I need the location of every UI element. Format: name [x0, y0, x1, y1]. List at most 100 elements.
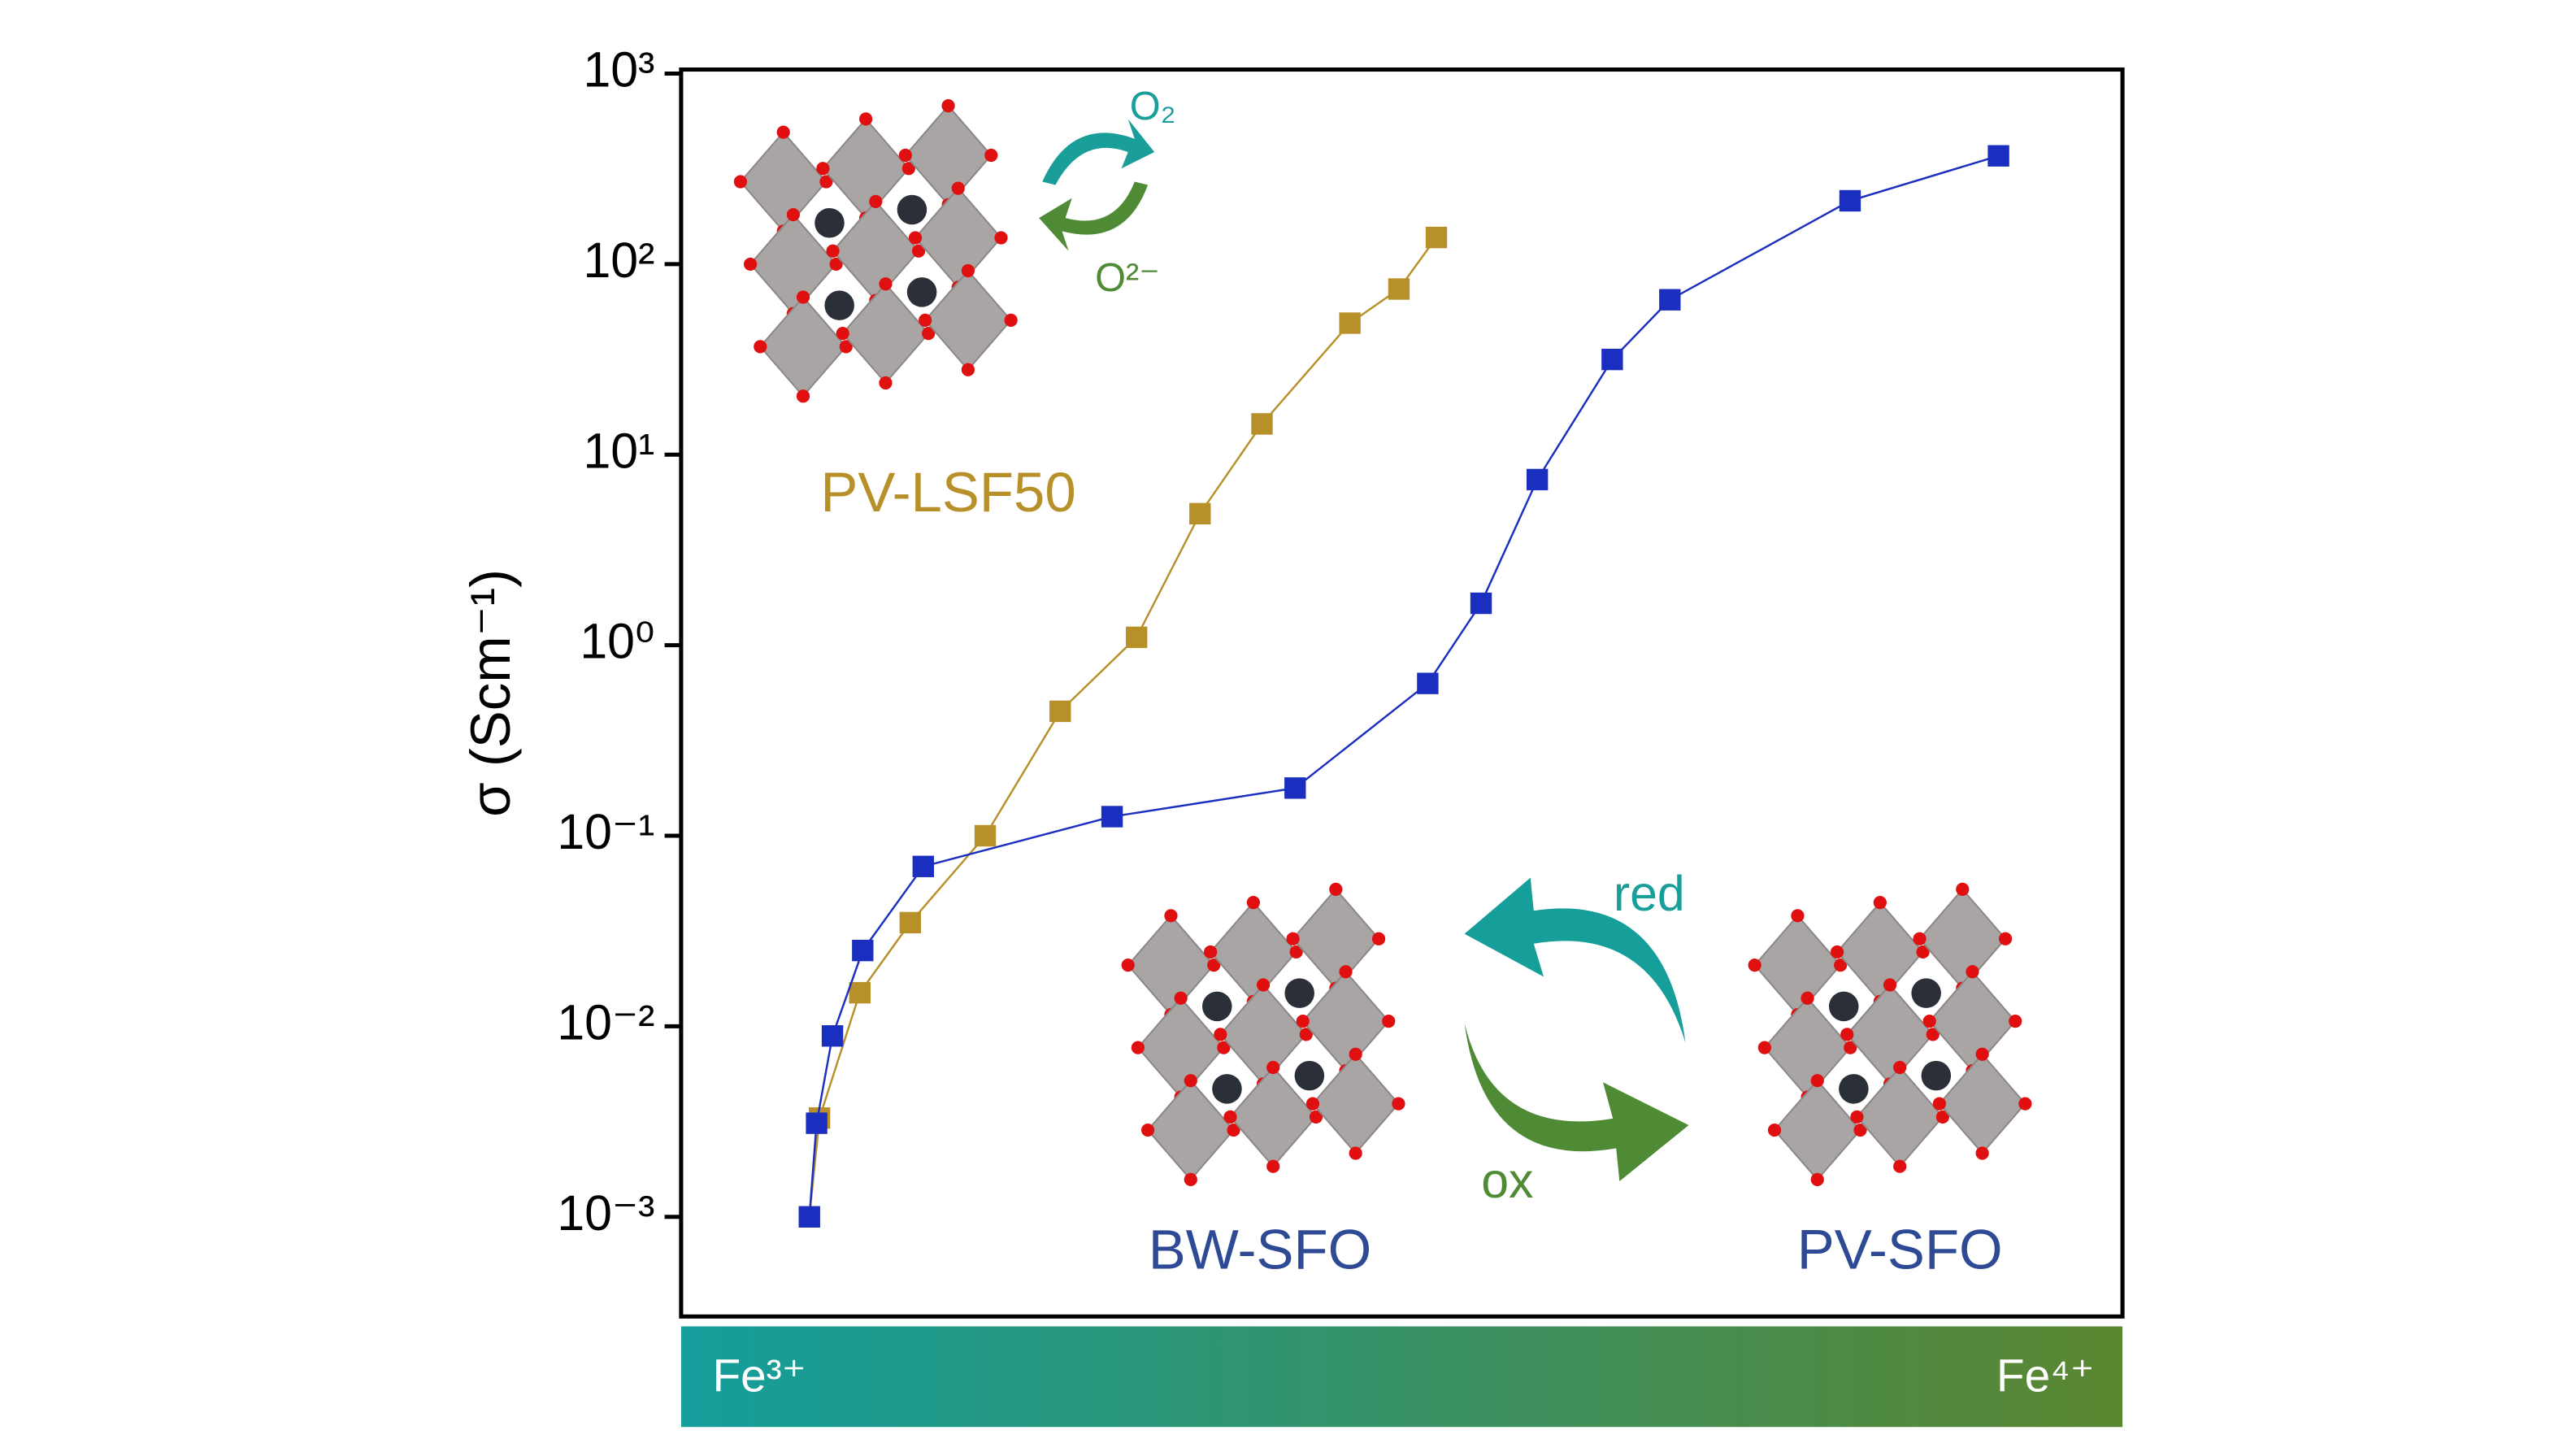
oxygen	[1246, 895, 1261, 910]
cation	[1921, 1060, 1952, 1091]
oxygen	[1266, 1159, 1280, 1173]
marker	[1526, 468, 1549, 491]
arrow-o2	[1042, 119, 1155, 185]
oxygen	[796, 290, 810, 304]
octahedron	[1835, 901, 1924, 1003]
marker	[1470, 592, 1492, 615]
y-tick-label: 10²	[583, 233, 654, 288]
cation	[824, 290, 854, 320]
oxygen	[898, 148, 912, 163]
y-tick-label: 10⁻¹	[557, 804, 654, 859]
marker	[1284, 777, 1306, 799]
octahedron	[1918, 888, 2007, 990]
marker	[912, 855, 934, 877]
marker	[852, 939, 874, 962]
oxygen	[1998, 932, 2013, 946]
cation	[1911, 978, 1941, 1008]
oxygen	[1289, 945, 1303, 959]
cation	[1284, 978, 1314, 1008]
oxygen	[919, 313, 932, 328]
y-axis-label: σ (Scm⁻¹)	[459, 569, 522, 817]
octahedron	[1753, 914, 1842, 1016]
oxygen	[1207, 959, 1221, 972]
oxygen	[1329, 882, 1343, 896]
oxygen	[1131, 1041, 1145, 1054]
marker	[1101, 806, 1123, 828]
pv-label: PV-SFO	[1797, 1218, 2003, 1280]
marker	[1189, 502, 1211, 525]
oxygen	[1893, 1060, 1907, 1075]
oxygen	[1204, 945, 1218, 959]
marker	[821, 1025, 844, 1047]
marker	[1425, 226, 1448, 249]
marker	[849, 981, 871, 1004]
cation	[1828, 991, 1859, 1022]
octahedron	[1311, 1053, 1400, 1155]
oxygen	[1004, 313, 1018, 328]
arrow-red	[1464, 877, 1686, 1043]
oxygen	[1286, 932, 1300, 946]
oxygen	[776, 125, 790, 139]
oxygen	[879, 376, 893, 390]
octahedron	[1938, 1053, 2026, 1155]
ox-label: ox	[1481, 1153, 1533, 1208]
marker	[974, 824, 997, 847]
oxygen	[836, 327, 849, 341]
oxygen	[1121, 959, 1135, 972]
oxygen	[911, 244, 926, 258]
oxygen	[1966, 965, 1979, 979]
octahedron	[1127, 914, 1215, 1016]
arrow-o2minus	[1039, 181, 1149, 251]
fe4-label: Fe⁴⁺	[1996, 1350, 2095, 1402]
oxygen	[1309, 1110, 1323, 1124]
oxygen	[1883, 978, 1897, 992]
oxygen	[1256, 978, 1271, 992]
oxygen	[1830, 945, 1844, 959]
oxygen	[1349, 1146, 1362, 1160]
oxygen	[1266, 1060, 1280, 1075]
oxygen	[984, 148, 998, 163]
y-tick-label: 10⁰	[580, 614, 654, 669]
fe3-label: Fe³⁺	[712, 1350, 806, 1402]
y-tick-label: 10⁻³	[557, 1185, 654, 1241]
oxygen	[869, 194, 883, 208]
oxygen	[1932, 1097, 1946, 1111]
oxygen	[1757, 1041, 1771, 1054]
oxygen	[961, 263, 975, 278]
oxygen	[829, 257, 843, 272]
oxygen	[819, 175, 833, 189]
oxygen	[1305, 1097, 1320, 1111]
y-tick-label: 10⁻²	[557, 994, 654, 1050]
oxygen	[1164, 909, 1178, 923]
oxygen	[2009, 1015, 2022, 1028]
marker	[1049, 700, 1071, 723]
oxidation-bar	[680, 1326, 2123, 1428]
cation	[815, 207, 845, 238]
oxygen	[826, 244, 840, 258]
o2minus-label: O²⁻	[1095, 256, 1160, 300]
oxygen	[1296, 1015, 1310, 1028]
cation	[1202, 991, 1232, 1022]
cation	[1212, 1074, 1242, 1104]
cation	[1294, 1060, 1325, 1091]
oxygen	[1844, 1041, 1857, 1054]
marker	[899, 911, 922, 934]
octahedron	[914, 187, 1002, 289]
o2-label: O₂	[1130, 85, 1176, 128]
oxygen	[1791, 909, 1805, 923]
structures	[733, 99, 2032, 1187]
oxygen	[1223, 1110, 1237, 1124]
oxygen	[951, 181, 965, 195]
oxygen	[1140, 1123, 1155, 1137]
y-tick-label: 10³	[583, 42, 654, 98]
octahedron	[904, 104, 993, 206]
marker	[1388, 278, 1410, 300]
oxygen	[1893, 1159, 1907, 1173]
marker	[798, 1206, 820, 1228]
oxygen	[1810, 1074, 1824, 1088]
marker	[1659, 289, 1681, 311]
oxygen	[1371, 932, 1386, 946]
oxygen	[1801, 991, 1814, 1005]
oxygen	[1975, 1146, 1989, 1160]
